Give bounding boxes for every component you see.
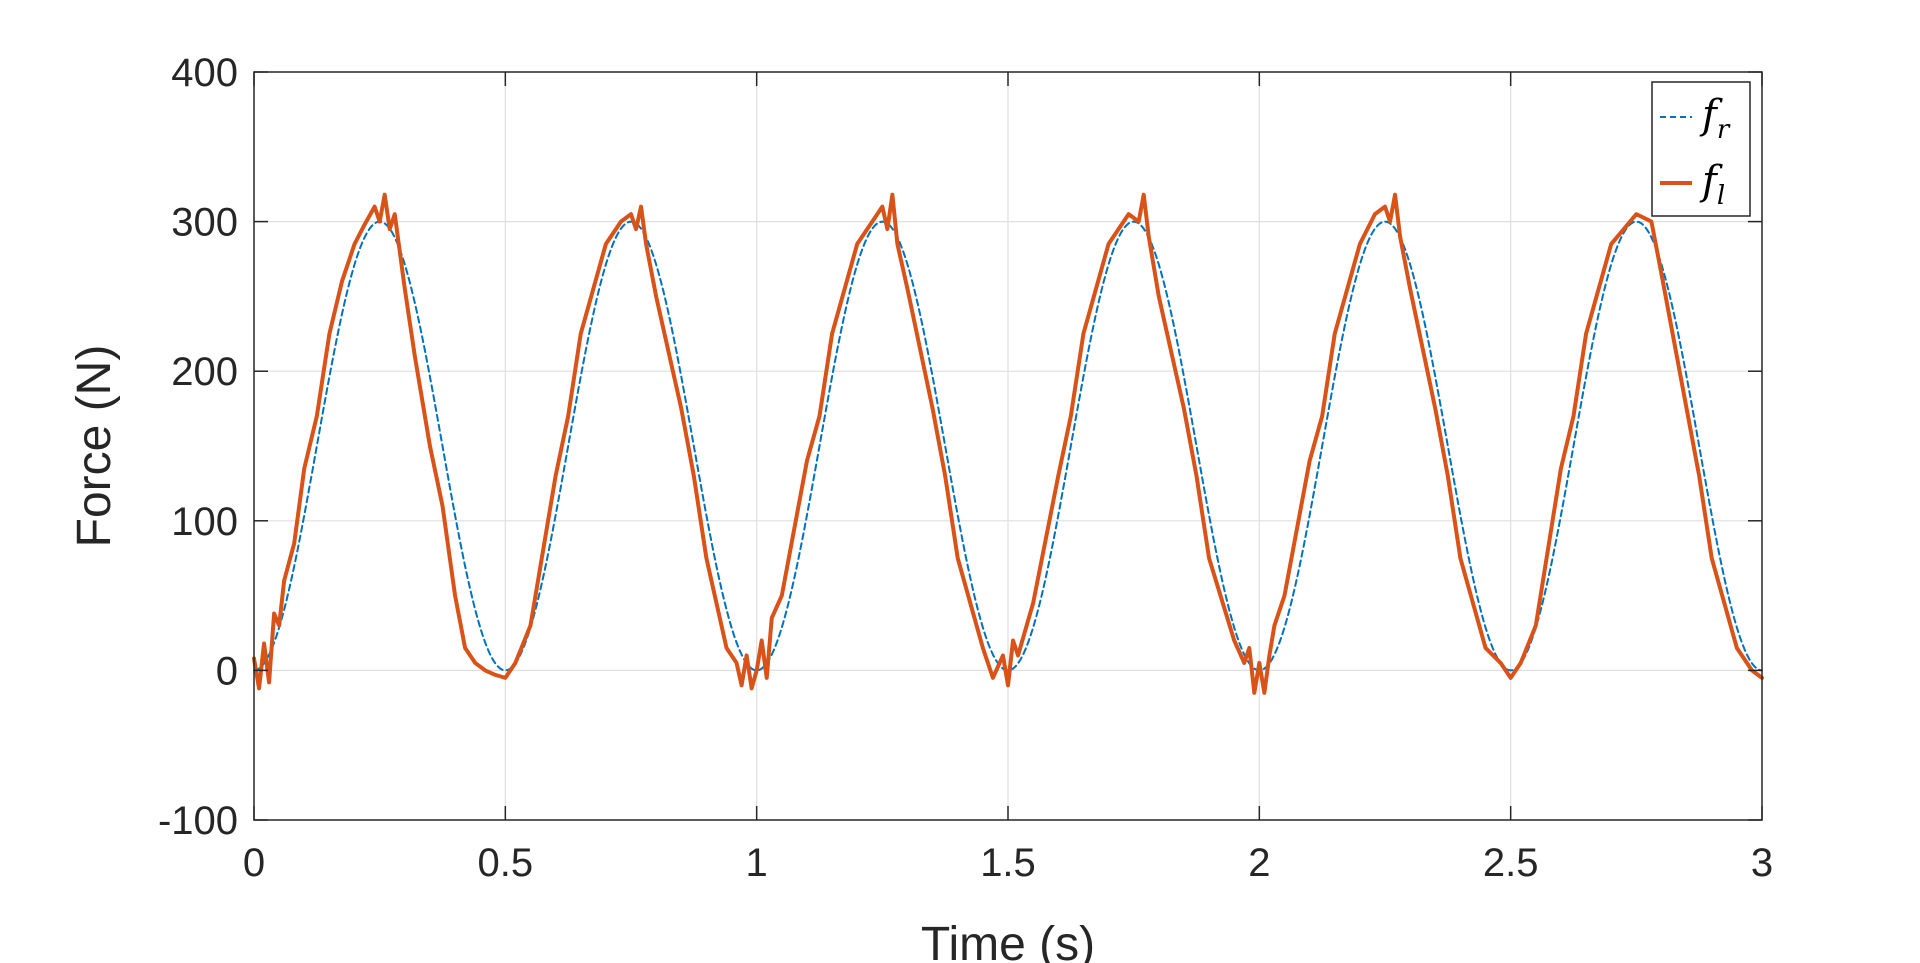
y-tick-label: -100 — [158, 799, 238, 843]
x-tick-label: 2 — [1248, 841, 1270, 885]
legend: fr fl — [1651, 81, 1751, 217]
series-group — [252, 192, 1764, 695]
x-tick-label: 2.5 — [1483, 841, 1539, 885]
legend-label-f-r: fr — [1699, 92, 1731, 145]
x-tick-label: 0.5 — [478, 841, 534, 885]
x-tick-label: 1 — [746, 841, 768, 885]
legend-box — [1651, 81, 1751, 217]
x-tick-label: 1.5 — [980, 841, 1036, 885]
y-axis-label: Force (N) — [68, 345, 121, 548]
x-axis-label: Time (s) — [921, 918, 1095, 963]
series-line-f-l — [252, 192, 1764, 695]
legend-sub-f-l: l — [1717, 181, 1725, 211]
x-tick-label: 3 — [1751, 841, 1773, 885]
legend-sub-f-r: r — [1717, 115, 1731, 145]
y-tick-label: 400 — [171, 51, 238, 95]
y-tick-label: 0 — [216, 649, 238, 693]
x-tick-label: 0 — [243, 841, 265, 885]
y-tick-label: 200 — [171, 350, 238, 394]
y-tick-label: 100 — [171, 500, 238, 544]
y-tick-label: 300 — [171, 201, 238, 245]
ticks — [253, 71, 1763, 821]
